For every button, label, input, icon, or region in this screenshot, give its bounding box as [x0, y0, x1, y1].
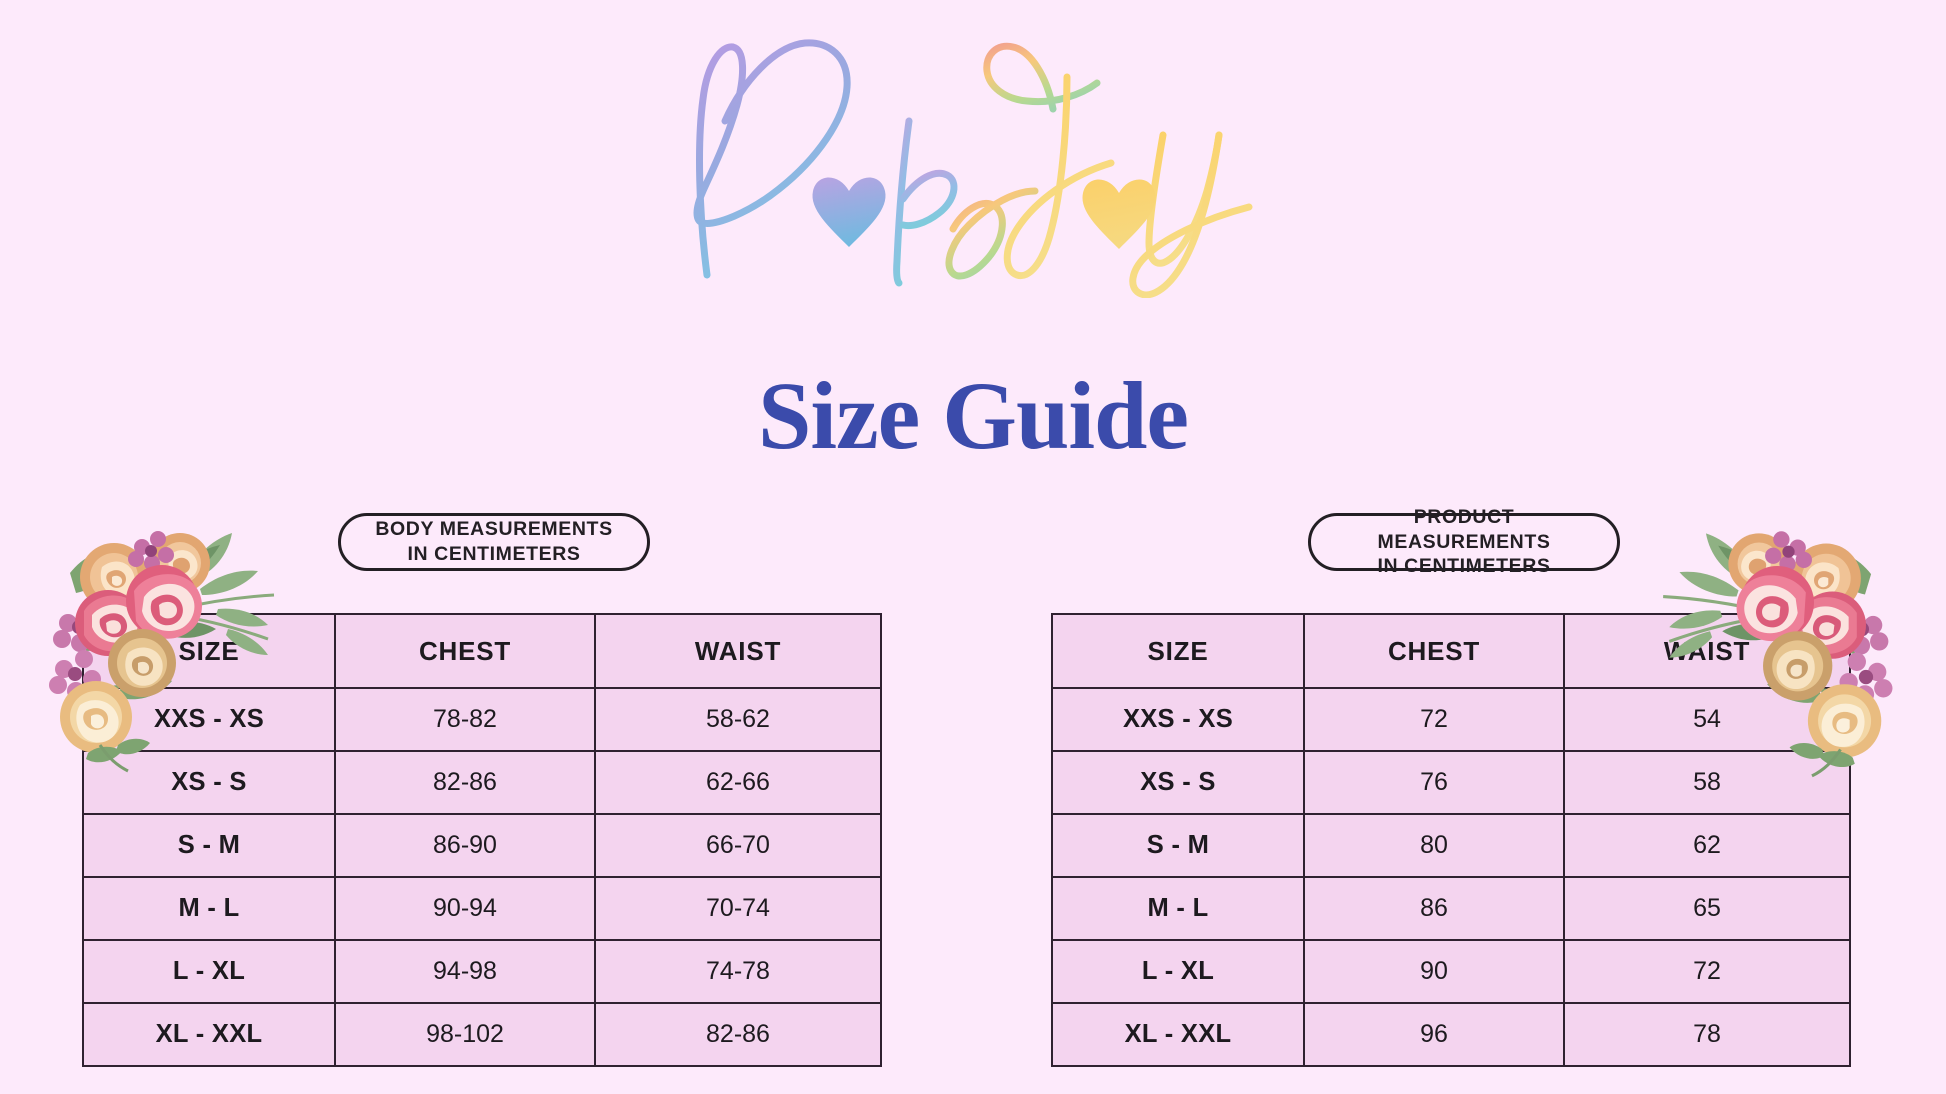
cell-waist: 74-78	[594, 939, 882, 1004]
column-header-waist: WAIST	[1563, 613, 1851, 689]
cell-waist: 58-62	[594, 687, 882, 752]
column-header-size: SIZE	[82, 613, 336, 689]
table-row: M - L 86 65	[1051, 876, 1851, 941]
column-header-waist: WAIST	[594, 613, 882, 689]
cell-chest: 86-90	[334, 813, 596, 878]
cell-chest: 96	[1303, 1002, 1565, 1067]
cell-waist: 62	[1563, 813, 1851, 878]
body-measurements-badge: BODY MEASUREMENTS IN CENTIMETERS	[338, 513, 650, 571]
cell-size: XXS - XS	[1051, 687, 1305, 752]
table-row: S - M 80 62	[1051, 813, 1851, 878]
cell-size: XL - XXL	[1051, 1002, 1305, 1067]
cell-size: M - L	[1051, 876, 1305, 941]
cell-size: XXS - XS	[82, 687, 336, 752]
table-row: L - XL 94-98 74-78	[82, 939, 882, 1004]
cell-chest: 72	[1303, 687, 1565, 752]
cell-chest: 90	[1303, 939, 1565, 1004]
page-title: Size Guide	[757, 362, 1189, 469]
table-row: XL - XXL 96 78	[1051, 1002, 1851, 1067]
cell-chest: 80	[1303, 813, 1565, 878]
table-row: XS - S 76 58	[1051, 750, 1851, 815]
cell-waist: 66-70	[594, 813, 882, 878]
cell-waist: 58	[1563, 750, 1851, 815]
cell-size: XS - S	[1051, 750, 1305, 815]
table-row: XXS - XS 72 54	[1051, 687, 1851, 752]
cell-size: S - M	[82, 813, 336, 878]
cell-waist: 70-74	[594, 876, 882, 941]
cell-waist: 62-66	[594, 750, 882, 815]
table-header-row: SIZE CHEST WAIST	[1051, 613, 1851, 689]
cell-size: L - XL	[1051, 939, 1305, 1004]
body-measurements-table: SIZE CHEST WAIST XXS - XS 78-82 58-62 XS…	[82, 613, 882, 1067]
cell-waist: 54	[1563, 687, 1851, 752]
brand-logo	[0, 10, 1946, 300]
cell-waist: 78	[1563, 1002, 1851, 1067]
cell-chest: 94-98	[334, 939, 596, 1004]
cell-chest: 90-94	[334, 876, 596, 941]
table-row: XL - XXL 98-102 82-86	[82, 1002, 882, 1067]
column-header-size: SIZE	[1051, 613, 1305, 689]
table-row: M - L 90-94 70-74	[82, 876, 882, 941]
cell-chest: 78-82	[334, 687, 596, 752]
cell-waist: 65	[1563, 876, 1851, 941]
cell-size: M - L	[82, 876, 336, 941]
table-row: XXS - XS 78-82 58-62	[82, 687, 882, 752]
cell-size: XS - S	[82, 750, 336, 815]
table-row: XS - S 82-86 62-66	[82, 750, 882, 815]
cell-chest: 98-102	[334, 1002, 596, 1067]
table-row: L - XL 90 72	[1051, 939, 1851, 1004]
table-header-row: SIZE CHEST WAIST	[82, 613, 882, 689]
cell-chest: 82-86	[334, 750, 596, 815]
cell-chest: 86	[1303, 876, 1565, 941]
cell-size: S - M	[1051, 813, 1305, 878]
heart-icon	[812, 177, 886, 247]
product-measurements-table: SIZE CHEST WAIST XXS - XS 72 54 XS - S 7…	[1051, 613, 1851, 1067]
column-header-chest: CHEST	[1303, 613, 1565, 689]
column-header-chest: CHEST	[334, 613, 596, 689]
table-row: S - M 86-90 66-70	[82, 813, 882, 878]
cell-size: XL - XXL	[82, 1002, 336, 1067]
product-measurements-badge: PRODUCT MEASUREMENTS IN CENTIMETERS	[1308, 506, 1620, 577]
cell-waist: 82-86	[594, 1002, 882, 1067]
cell-waist: 72	[1563, 939, 1851, 1004]
cell-chest: 76	[1303, 750, 1565, 815]
heart-icon	[1082, 179, 1156, 249]
cell-size: L - XL	[82, 939, 336, 1004]
pop-joy-script-logo	[693, 38, 1253, 298]
